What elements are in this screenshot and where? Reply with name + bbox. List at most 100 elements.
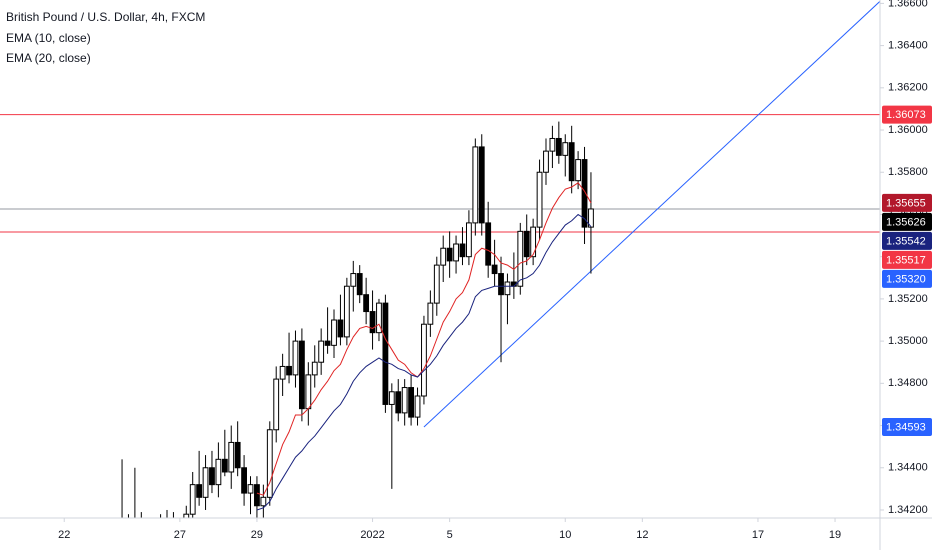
- candle-body: [305, 374, 312, 410]
- x-tick-label: 29: [251, 529, 263, 541]
- candle-body: [472, 146, 479, 224]
- candle-body: [273, 378, 280, 431]
- candle-body: [292, 340, 299, 376]
- x-tick-label: 22: [58, 529, 70, 541]
- candle-body: [356, 273, 363, 296]
- candle-body: [241, 467, 247, 494]
- legend-entry: EMA (10, close): [6, 31, 91, 45]
- candle-body: [318, 340, 325, 363]
- x-tick-label: 5: [447, 529, 453, 541]
- candle-body: [376, 302, 382, 334]
- trend-line: [423, 0, 880, 428]
- candle-body: [421, 323, 427, 397]
- candle-body: [581, 159, 588, 228]
- candle-body: [311, 361, 318, 376]
- candle-body: [498, 273, 504, 296]
- candle-body: [228, 441, 235, 473]
- ema-line: [256, 213, 592, 511]
- candle-body: [568, 142, 575, 182]
- price-badge-label: 1.35320: [886, 273, 926, 285]
- candle-body: [183, 513, 190, 518]
- x-tick-label: 12: [636, 529, 648, 541]
- candle-body: [254, 484, 260, 507]
- candle-body: [555, 137, 562, 156]
- candle-body: [260, 496, 267, 507]
- y-tick-label: 1.35200: [888, 293, 928, 305]
- candle-body: [266, 429, 273, 498]
- price-badge-label: 1.35542: [886, 235, 926, 247]
- plot-area: [0, 0, 880, 548]
- y-tick-label: 1.36400: [888, 40, 928, 52]
- candle-body: [543, 150, 549, 173]
- price-badge: [882, 250, 932, 269]
- candle-body: [363, 294, 370, 313]
- y-tick-label: 1.36200: [888, 82, 928, 94]
- price-badge: [882, 193, 932, 212]
- y-tick-label: 1.35000: [888, 335, 928, 347]
- y-tick-label: 1.34400: [888, 462, 928, 474]
- candle-body: [132, 527, 137, 535]
- candle-body: [331, 319, 337, 346]
- candle-body: [189, 484, 196, 515]
- candle-body: [401, 387, 408, 414]
- price-badge: [882, 269, 932, 288]
- candle-body: [337, 319, 344, 338]
- axes: 1.342001.344001.346001.348001.350001.352…: [58, 0, 928, 541]
- candle-body: [427, 302, 434, 325]
- candle-body: [388, 391, 395, 405]
- candle-body: [485, 222, 492, 266]
- candle-body: [234, 441, 241, 469]
- candle-body: [588, 208, 594, 228]
- y-tick-label: 1.34800: [888, 377, 928, 389]
- candle-body: [446, 247, 453, 262]
- candle-body: [209, 467, 215, 486]
- price-badges: 1.36073 1.35655 1.35626 1.35542 1.35517 1.353…: [882, 105, 932, 437]
- candle-body: [440, 247, 447, 266]
- candle-body: [465, 222, 472, 258]
- candle-body: [408, 387, 415, 418]
- y-tick-label: 1.34200: [888, 504, 928, 516]
- candle-body: [196, 484, 203, 498]
- candle-body: [126, 527, 131, 531]
- x-tick-label: 27: [174, 529, 186, 541]
- candle-body: [158, 531, 163, 548]
- y-tick-label: 1.36600: [888, 0, 928, 9]
- candle-body: [575, 159, 582, 182]
- price-badge-label: 1.35626: [886, 216, 926, 228]
- price-badge: [882, 105, 932, 124]
- candle-body: [536, 171, 543, 228]
- legend-entry: EMA (20, close): [6, 51, 91, 65]
- ema-line: [256, 182, 592, 496]
- candle-body: [165, 523, 170, 531]
- candle-body: [324, 340, 331, 346]
- candle-body: [491, 264, 498, 275]
- candle-body: [478, 146, 485, 224]
- chart-title: British Pound / U.S. Dollar, 4h, FXCM: [6, 10, 205, 24]
- candle-body: [517, 230, 524, 287]
- candle-body: [504, 281, 511, 296]
- price-badge-label: 1.35655: [886, 197, 926, 209]
- candle-body: [145, 540, 150, 544]
- price-badge-label: 1.36073: [886, 109, 926, 121]
- price-badge: [882, 418, 932, 437]
- candle-body: [221, 458, 228, 473]
- candle-body: [453, 243, 459, 262]
- candle-body: [562, 142, 569, 156]
- candle-body: [120, 531, 125, 542]
- candle-body: [530, 226, 537, 258]
- candle-body: [395, 391, 402, 414]
- candle-body: [279, 365, 286, 380]
- candle-body: [202, 467, 209, 498]
- price-badge-label: 1.34593: [886, 421, 926, 433]
- price-badge: [882, 231, 932, 250]
- y-tick-label: 1.35800: [888, 166, 928, 178]
- candle-body: [459, 243, 466, 258]
- candle-body: [139, 535, 144, 539]
- candle-body: [152, 544, 157, 548]
- x-tick-label: 19: [829, 529, 841, 541]
- candle-body: [286, 365, 292, 376]
- candle-body: [549, 137, 556, 152]
- y-tick-label: 1.36000: [888, 124, 928, 136]
